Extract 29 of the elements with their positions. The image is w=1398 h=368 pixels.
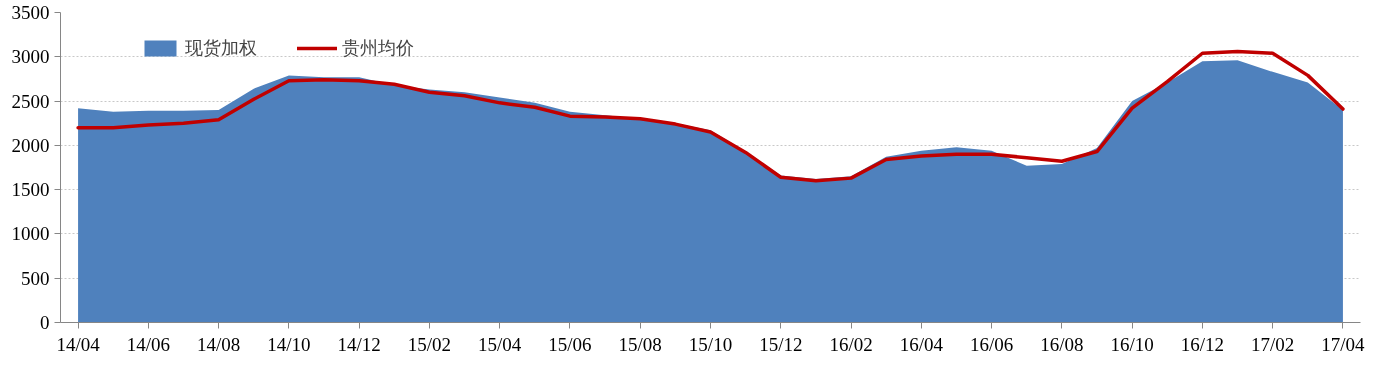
y-tick-label: 3000: [11, 46, 50, 68]
x-tick-label: 16/08: [1040, 333, 1084, 355]
y-tick-label: 0: [40, 312, 50, 333]
x-tick-label: 17/02: [1251, 333, 1295, 355]
x-tick-label: 15/02: [407, 333, 452, 355]
y-tick-label: 500: [21, 267, 50, 289]
x-tick-label: 14/08: [196, 333, 241, 355]
y-tick-label: 3500: [11, 2, 50, 23]
x-tick-label: 14/04: [56, 333, 101, 355]
x-tick-label: 15/10: [688, 333, 733, 355]
x-tick-label: 15/12: [759, 333, 803, 355]
legend-label: 贵州均价: [342, 36, 414, 60]
x-tick-label: 14/06: [126, 333, 170, 355]
x-tick-label: 16/10: [1110, 333, 1154, 355]
x-tick-label: 16/12: [1180, 333, 1225, 355]
y-tick-label: 2000: [11, 134, 50, 156]
x-tick-label: 16/06: [969, 333, 1014, 355]
x-tick-label: 17/04: [1321, 333, 1366, 355]
x-tick-label: 14/12: [337, 333, 381, 355]
x-tick-label: 16/02: [829, 333, 873, 355]
x-tick-label: 15/06: [548, 333, 592, 355]
x-tick-label: 15/04: [478, 333, 522, 355]
y-tick-label: 1500: [11, 179, 50, 201]
y-tick-label: 1000: [11, 223, 50, 245]
y-tick-label: 2500: [11, 90, 50, 112]
x-tick-label: 14/10: [267, 333, 311, 355]
x-tick-label: 15/08: [618, 333, 662, 355]
x-tick-label: 16/04: [899, 333, 944, 355]
legend-label: 现货加权: [185, 36, 257, 60]
